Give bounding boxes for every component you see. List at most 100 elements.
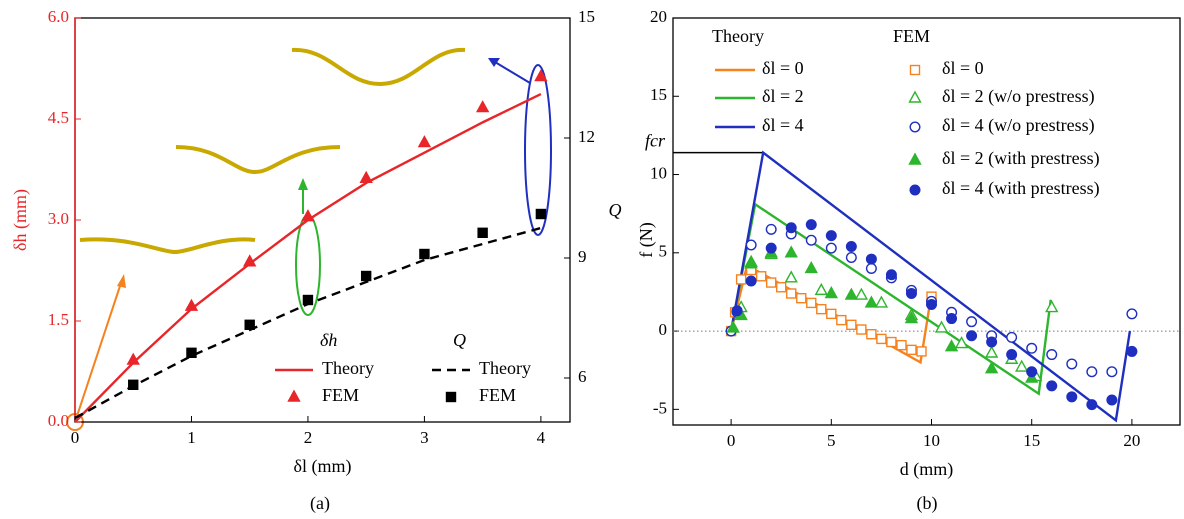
data-point xyxy=(535,208,547,220)
data-point xyxy=(184,298,199,311)
x-tick-label: 1 xyxy=(187,428,196,447)
legend-label: δl = 4 (w/o prestress) xyxy=(942,115,1095,136)
data-point xyxy=(934,320,949,333)
beam xyxy=(79,237,256,255)
arrowhead xyxy=(117,274,126,288)
data-point xyxy=(1106,394,1118,406)
y2-tick-label: 12 xyxy=(578,127,595,146)
y-tick-label: 5 xyxy=(659,242,668,261)
data-point xyxy=(1046,349,1058,361)
data-point xyxy=(755,271,767,282)
data-point xyxy=(765,277,777,288)
caption: (a) xyxy=(310,493,330,514)
beam xyxy=(175,145,341,175)
data-point xyxy=(926,298,938,310)
y-axis-label: f (N) xyxy=(636,222,657,257)
data-point xyxy=(804,261,818,274)
legend-label: Theory xyxy=(322,358,374,378)
data-point xyxy=(906,344,917,356)
legend-marker xyxy=(909,184,921,196)
data-point xyxy=(886,336,897,348)
y-tick-label: 6.0 xyxy=(48,7,69,26)
data-point xyxy=(885,269,897,281)
data-point xyxy=(806,297,817,309)
x-axis-label: δl (mm) xyxy=(294,456,352,477)
legend-title: Q xyxy=(453,330,466,350)
legend-title: FEM xyxy=(893,26,930,46)
y-tick-label: -5 xyxy=(653,398,667,417)
data-point xyxy=(805,234,817,246)
data-point xyxy=(186,347,197,358)
data-point xyxy=(534,69,548,82)
data-point xyxy=(1086,366,1098,378)
y-axis-label: δh (mm) xyxy=(10,189,31,251)
data-point xyxy=(836,314,847,326)
data-point xyxy=(1006,349,1018,361)
data-point xyxy=(1106,366,1118,378)
data-point xyxy=(866,329,877,340)
data-point xyxy=(1026,342,1038,354)
data-point xyxy=(814,282,828,296)
legend-marker xyxy=(287,389,301,402)
data-point xyxy=(845,241,857,253)
legend-marker xyxy=(908,152,922,165)
data-point xyxy=(765,242,777,254)
x-tick-label: 0 xyxy=(71,428,80,447)
data-point xyxy=(1045,300,1059,313)
data-point xyxy=(916,346,927,357)
legend-marker xyxy=(909,64,921,76)
data-point xyxy=(745,239,757,251)
data-point xyxy=(946,313,958,325)
data-point xyxy=(796,293,807,304)
data-point xyxy=(876,333,887,345)
data-point xyxy=(744,256,758,269)
data-point xyxy=(301,209,315,222)
legend-label: FEM xyxy=(479,385,516,405)
beam-illustrations xyxy=(66,47,552,431)
data-point xyxy=(1066,358,1078,370)
data-point xyxy=(726,320,740,333)
legend-label: δl = 2 xyxy=(762,86,804,106)
y-tick-label: 0.0 xyxy=(48,411,69,430)
x-axis-label: d (mm) xyxy=(900,459,954,480)
data-point xyxy=(844,287,859,300)
data-point xyxy=(896,339,907,351)
data-point xyxy=(128,379,139,390)
y-tick-label: 10 xyxy=(650,163,667,182)
legend-label: Theory xyxy=(479,358,531,378)
y-tick-label: 0 xyxy=(659,320,668,339)
x-tick-label: 15 xyxy=(1023,431,1040,450)
y-tick-label: 4.5 xyxy=(48,108,69,127)
data-point xyxy=(786,288,797,299)
arrowhead xyxy=(488,58,500,67)
data-point xyxy=(825,230,837,242)
legend-label: δl = 0 xyxy=(762,58,804,78)
data-point xyxy=(1066,391,1078,403)
y-tick-label: 1.5 xyxy=(48,310,69,329)
data-point xyxy=(1126,345,1138,357)
arrowhead xyxy=(298,178,308,190)
data-point xyxy=(735,274,747,285)
y-tick-label: 15 xyxy=(650,85,667,104)
legend-label: δl = 4 xyxy=(762,115,804,135)
data-point xyxy=(477,227,488,239)
legend-marker xyxy=(908,90,922,103)
legend-label: δl = 4 (with prestress) xyxy=(942,178,1100,199)
data-point xyxy=(1126,308,1138,320)
caption: (b) xyxy=(917,493,938,514)
data-point xyxy=(826,308,837,320)
data-point xyxy=(904,311,919,324)
arrow xyxy=(76,279,123,417)
y2-tick-label: 15 xyxy=(578,7,595,26)
data-point xyxy=(419,248,430,260)
data-point xyxy=(846,319,857,331)
data-point xyxy=(805,219,817,231)
data-point xyxy=(944,339,959,352)
x-tick-label: 4 xyxy=(537,428,546,447)
data-point xyxy=(126,352,140,365)
data-point xyxy=(243,254,257,267)
data-point xyxy=(745,275,757,287)
x-tick-label: 0 xyxy=(727,431,736,450)
legend-title: Theory xyxy=(712,26,764,46)
data-point xyxy=(784,245,798,258)
